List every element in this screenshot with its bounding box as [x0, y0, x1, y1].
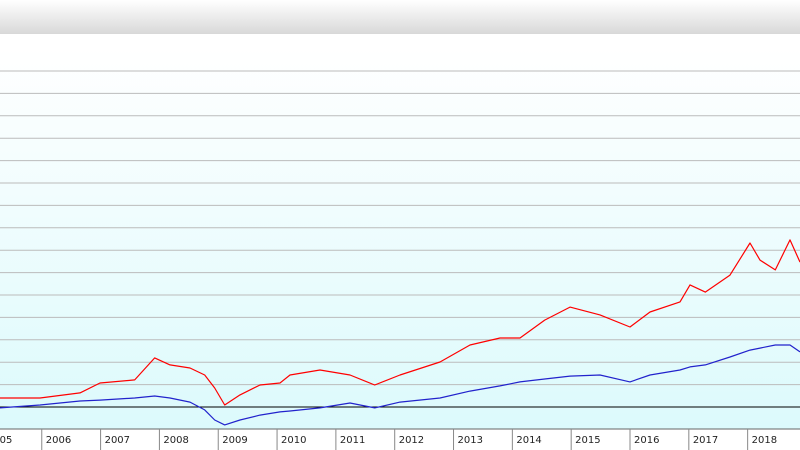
x-tick-label: 2005	[0, 435, 12, 446]
x-tick-label: 2015	[575, 435, 600, 446]
x-tick-label: 2011	[340, 435, 365, 446]
series-line	[0, 239, 800, 406]
x-tick-label: 2006	[46, 435, 71, 446]
x-tick-label: 2007	[105, 435, 130, 446]
x-tick-label: 2012	[399, 435, 424, 446]
plot-area	[0, 48, 800, 429]
x-tick-label: 2017	[693, 435, 718, 446]
x-tick-label: 2008	[163, 435, 188, 446]
x-tick-label: 2010	[281, 435, 306, 446]
x-tick-label: 2013	[458, 435, 483, 446]
x-tick-label: 2009	[222, 435, 247, 446]
header-bar	[0, 0, 800, 34]
series-line	[0, 344, 800, 426]
x-tick-label: 2018	[752, 435, 777, 446]
x-tick-label: 2014	[516, 435, 541, 446]
x-tick-label: 2016	[634, 435, 659, 446]
